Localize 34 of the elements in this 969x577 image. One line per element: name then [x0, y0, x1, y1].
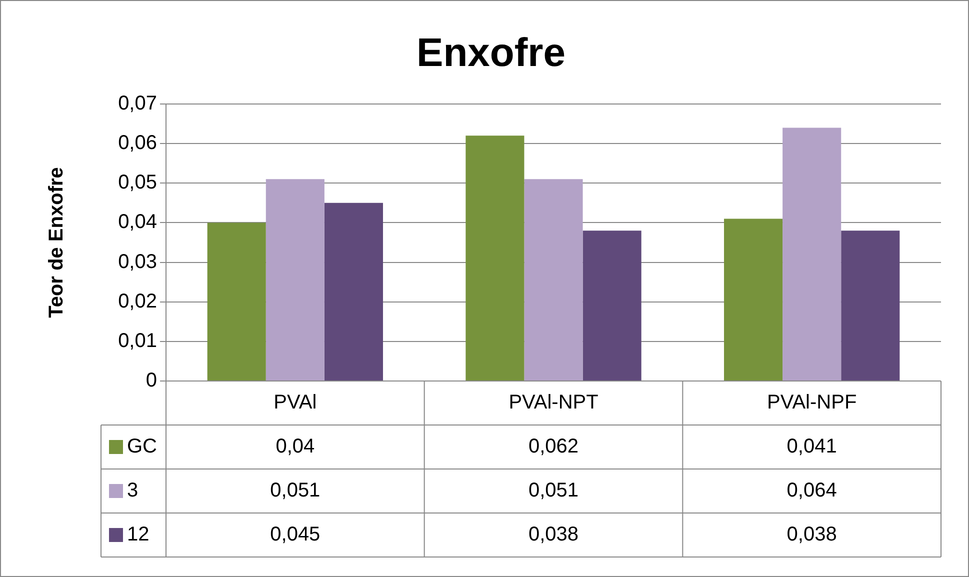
bar — [582, 230, 642, 380]
data-label: 0,038 — [786, 524, 837, 546]
data-label: 0,04 — [276, 436, 315, 458]
bar — [466, 136, 524, 380]
bar — [724, 218, 783, 380]
bar — [207, 222, 266, 380]
data-label: 0,038 — [528, 524, 579, 546]
legend-label: 12 — [127, 524, 150, 546]
y-axis-title: Teor de Enxofre — [46, 167, 68, 318]
data-label: 0,051 — [528, 480, 579, 502]
chart-title: Enxofre — [416, 31, 566, 76]
y-tick-label: 0,01 — [118, 330, 157, 352]
bar — [782, 128, 842, 380]
legend-label: 3 — [127, 480, 138, 502]
bar — [841, 230, 900, 380]
data-label: 0,064 — [786, 480, 837, 502]
y-tick-label: 0,03 — [118, 250, 157, 273]
legend-label: GC — [127, 436, 157, 458]
data-label: 0,051 — [270, 480, 320, 502]
y-tick-label: 0,04 — [118, 211, 157, 234]
bar — [324, 202, 383, 380]
y-tick-label: 0,07 — [118, 92, 157, 115]
x-tick-label: PVAl-NPF — [767, 392, 857, 414]
x-tick-label: PVAl-NPT — [508, 392, 598, 414]
data-label: 0,041 — [786, 436, 837, 458]
y-tick-label: 0 — [146, 370, 157, 392]
bar — [524, 179, 583, 380]
bar — [266, 179, 324, 380]
data-label: 0,045 — [270, 524, 320, 546]
data-label: 0,062 — [528, 436, 579, 458]
y-tick-label: 0,02 — [118, 290, 157, 312]
y-tick-label: 0,06 — [118, 132, 157, 154]
x-tick-label: PVAl — [274, 392, 317, 414]
y-tick-label: 0,05 — [118, 172, 157, 194]
